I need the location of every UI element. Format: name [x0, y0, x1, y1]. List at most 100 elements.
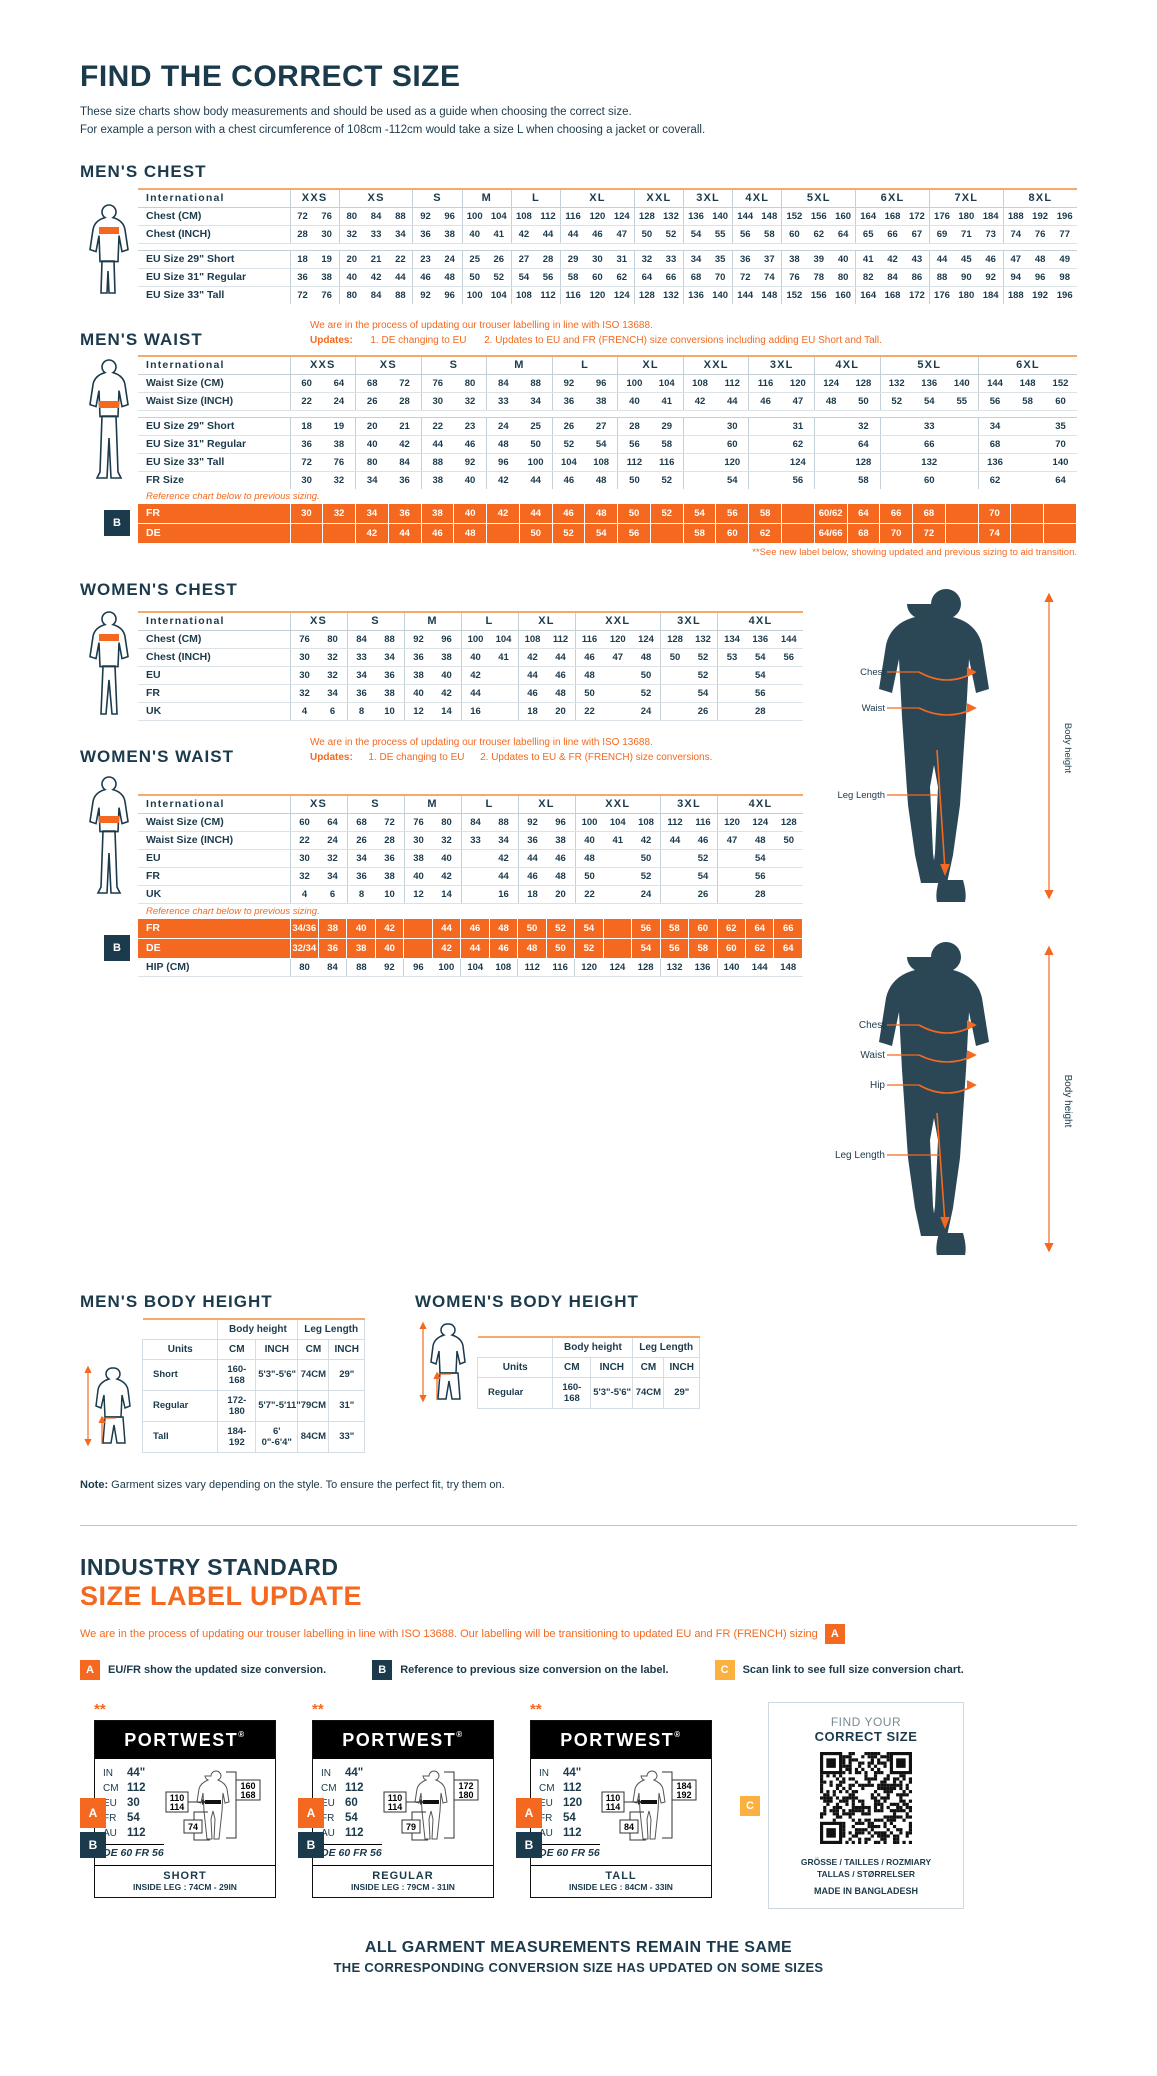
cell: 120	[716, 453, 749, 472]
cell: 60	[289, 374, 323, 393]
size-header-8xl: 8XL	[1002, 189, 1077, 208]
cell: 22	[289, 831, 319, 850]
industry-title-line-2: SIZE LABEL UPDATE	[80, 1580, 363, 1611]
cell: 34	[683, 250, 709, 269]
cell: 124	[632, 630, 661, 649]
cell: 56	[732, 225, 758, 244]
cell	[660, 684, 689, 703]
portwest-logo: PORTWEST®	[313, 1720, 493, 1759]
reference-cell	[1010, 503, 1045, 524]
cell: 47	[1002, 250, 1028, 269]
cell: 36	[289, 435, 323, 454]
size-header-m: M	[403, 795, 461, 814]
bh-row-label: Regular	[141, 1389, 219, 1422]
cell: 38	[781, 250, 807, 269]
legend-badge-a: A	[80, 1659, 100, 1680]
reference-cell: 66	[879, 503, 914, 524]
table-row: EU Size 29" Short 18 19 20 21 22 23 24 25 26 27 28 2…	[138, 250, 1077, 269]
label-spec-row: FR 54	[539, 1812, 576, 1825]
cell: 32	[333, 474, 345, 486]
cell: 112	[716, 374, 749, 393]
cell: 62	[609, 268, 635, 287]
row-label: Waist Size (INCH)	[138, 392, 290, 411]
cell: 48	[574, 666, 604, 685]
cell: 34	[318, 684, 347, 703]
cell: 116	[574, 630, 604, 649]
reference-cell	[603, 918, 633, 939]
cell: 50	[633, 225, 659, 244]
cell: 24	[486, 417, 520, 436]
cell: 64	[633, 268, 659, 287]
cell: 70	[1043, 435, 1077, 454]
size-header-xxs: XXS	[289, 356, 356, 375]
cell: 28	[617, 417, 651, 436]
womens-chest-table-wrap: International XS S M L XL XXL 3XL 4XL Chest (CM) 7…	[138, 610, 803, 721]
reference-cell: 46	[421, 523, 455, 543]
cell: 40	[403, 684, 433, 703]
cell	[814, 435, 848, 454]
cell: 58	[757, 225, 782, 244]
cell: 36	[412, 225, 438, 244]
reference-cell: 34	[355, 503, 389, 524]
cell: 50	[774, 831, 803, 850]
cell: 76	[314, 207, 340, 226]
row-label: EU	[138, 666, 290, 685]
mens-waist-table: International XXS XS S M L XL XXL 3XL 4XL 5XL 6XL Wa…	[138, 356, 1077, 489]
cell: 104	[551, 453, 586, 472]
cell	[660, 885, 689, 904]
cell: 100	[460, 630, 490, 649]
cell: 30	[420, 392, 454, 411]
cell	[748, 471, 782, 489]
cell: 44	[517, 849, 547, 868]
cell: 68	[346, 813, 376, 832]
cell: 46	[412, 268, 438, 287]
cell: 72	[289, 286, 315, 304]
reference-cell	[945, 503, 979, 524]
section-title-mens-body-height: MEN'S BODY HEIGHT	[80, 1291, 273, 1311]
label-previous-sizing: DE 60 FR 56	[103, 1844, 164, 1861]
reference-cell: 64	[745, 918, 775, 939]
cell: 33	[346, 648, 376, 667]
womens-body-height-table: Body height Leg Length Units CM INCH CM INCH Re…	[476, 1335, 700, 1409]
cell	[603, 867, 632, 886]
cell	[945, 417, 979, 436]
cell: 38	[403, 849, 433, 868]
cell: 32	[318, 648, 347, 667]
cell: 52	[632, 684, 661, 703]
cell: 140	[716, 958, 746, 977]
cell: 19	[314, 250, 340, 269]
cell: 148	[757, 207, 782, 226]
cell: 84	[486, 374, 520, 393]
cell: 26	[689, 702, 718, 721]
qr-title-1: FIND YOUR	[830, 1714, 902, 1729]
cell: 76	[403, 813, 433, 832]
cell: 30	[289, 471, 323, 489]
cell: 96	[486, 453, 520, 472]
qr-code-icon[interactable]	[820, 1751, 912, 1844]
cell: 96	[437, 207, 463, 226]
cell: 52	[661, 474, 673, 486]
cell: 112	[517, 958, 547, 977]
cell: 24	[322, 392, 356, 411]
bh-group-body-height: Body height	[552, 1335, 634, 1358]
cell: 48	[574, 849, 604, 868]
size-header-4xl: 4XL	[717, 795, 803, 814]
label-stars: **	[94, 1700, 106, 1718]
cell: 8	[346, 702, 376, 721]
table-row: FR 32 34 36 38 40 42 44 46 48 50 52 54 56	[138, 867, 803, 886]
bh-group-leg-length: Leg Length	[297, 1317, 365, 1340]
cell: 42	[486, 471, 520, 489]
table-row: EU Size 31" Regular 36 38 40 42 44 46 48 50 52 54 5…	[138, 435, 1077, 454]
label-spec-row: FR 54	[321, 1812, 358, 1825]
qr-card[interactable]: FIND YOUR CORRECT SIZE GRÖSSE / TAILLES / …	[768, 1701, 964, 1910]
cell: 144	[732, 207, 758, 226]
cell: 32	[453, 392, 487, 411]
cell: 28	[746, 702, 775, 721]
cell: 164	[855, 207, 881, 226]
cell: 104	[460, 958, 490, 977]
cell: 44	[535, 225, 561, 244]
label-badge-a: A	[80, 1797, 106, 1828]
cell: 88	[928, 268, 955, 287]
cell: 152	[781, 286, 807, 304]
cell: 60	[716, 435, 749, 454]
